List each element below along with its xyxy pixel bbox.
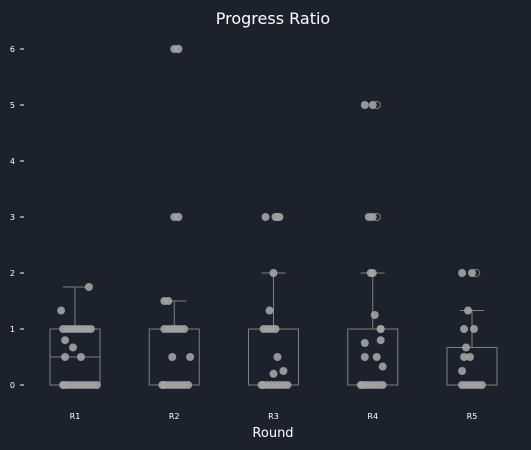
- data-point: [76, 353, 85, 361]
- data-point: [368, 213, 377, 221]
- data-point: [59, 381, 68, 389]
- chart-title: Progress Ratio: [216, 9, 330, 28]
- data-point: [271, 325, 280, 333]
- x-axis: R1 R2 R3 R4 R5: [70, 412, 478, 421]
- data-point: [368, 101, 377, 109]
- data-point: [460, 353, 469, 361]
- y-tick-label: 4: [10, 157, 15, 166]
- data-point: [269, 369, 278, 378]
- data-point: [61, 336, 70, 345]
- data-point: [265, 306, 274, 315]
- points-layer: [57, 45, 486, 389]
- data-point: [360, 353, 369, 361]
- data-point: [458, 367, 467, 375]
- x-tick-label: R4: [367, 412, 378, 421]
- data-point: [180, 325, 189, 333]
- y-tick-label: 1: [10, 325, 15, 334]
- data-point: [464, 306, 473, 315]
- data-point: [468, 269, 476, 277]
- data-point: [378, 381, 387, 389]
- x-axis-label: Round: [252, 426, 293, 441]
- y-tick-label: 2: [10, 269, 15, 278]
- box-R1: [49, 286, 101, 386]
- data-point: [283, 381, 292, 389]
- data-point: [69, 343, 78, 352]
- data-point: [257, 381, 266, 389]
- data-point: [57, 306, 66, 315]
- data-point: [469, 325, 478, 333]
- y-tick-label: 0: [10, 381, 15, 390]
- box-R4: [347, 100, 399, 386]
- box-R3: [248, 212, 299, 386]
- data-point: [477, 381, 486, 389]
- data-point: [370, 311, 379, 319]
- data-point: [164, 297, 173, 305]
- y-tick-label: 5: [10, 101, 15, 110]
- x-tick-label: R3: [268, 412, 279, 421]
- data-point: [279, 367, 288, 375]
- data-point: [378, 362, 387, 371]
- data-point: [186, 353, 195, 361]
- data-point: [460, 325, 469, 333]
- data-point: [174, 213, 183, 221]
- data-point: [376, 325, 385, 333]
- data-point: [184, 381, 193, 389]
- data-point: [61, 353, 70, 361]
- data-point: [158, 381, 167, 389]
- data-point: [356, 381, 365, 389]
- data-point: [458, 269, 467, 277]
- x-tick-label: R2: [169, 412, 180, 421]
- data-point: [360, 101, 369, 109]
- data-point: [376, 336, 385, 345]
- data-point: [462, 343, 471, 352]
- data-point: [372, 353, 381, 361]
- data-point: [92, 381, 101, 389]
- data-point: [86, 325, 95, 333]
- box-iqr: [446, 346, 498, 386]
- y-tick-label: 3: [10, 213, 15, 222]
- data-point: [273, 353, 282, 361]
- x-tick-label: R1: [70, 412, 81, 421]
- data-point: [174, 45, 183, 53]
- data-point: [261, 213, 270, 221]
- data-point: [168, 353, 177, 361]
- data-point: [466, 353, 475, 361]
- x-tick-label: R5: [467, 412, 478, 421]
- data-point: [368, 269, 377, 277]
- data-point: [269, 269, 278, 277]
- data-point: [360, 339, 369, 347]
- data-point: [275, 213, 284, 221]
- data-point: [84, 283, 93, 291]
- y-axis: 0 1 2 3 4 5 6: [10, 45, 24, 390]
- y-tick-label: 6: [10, 45, 15, 54]
